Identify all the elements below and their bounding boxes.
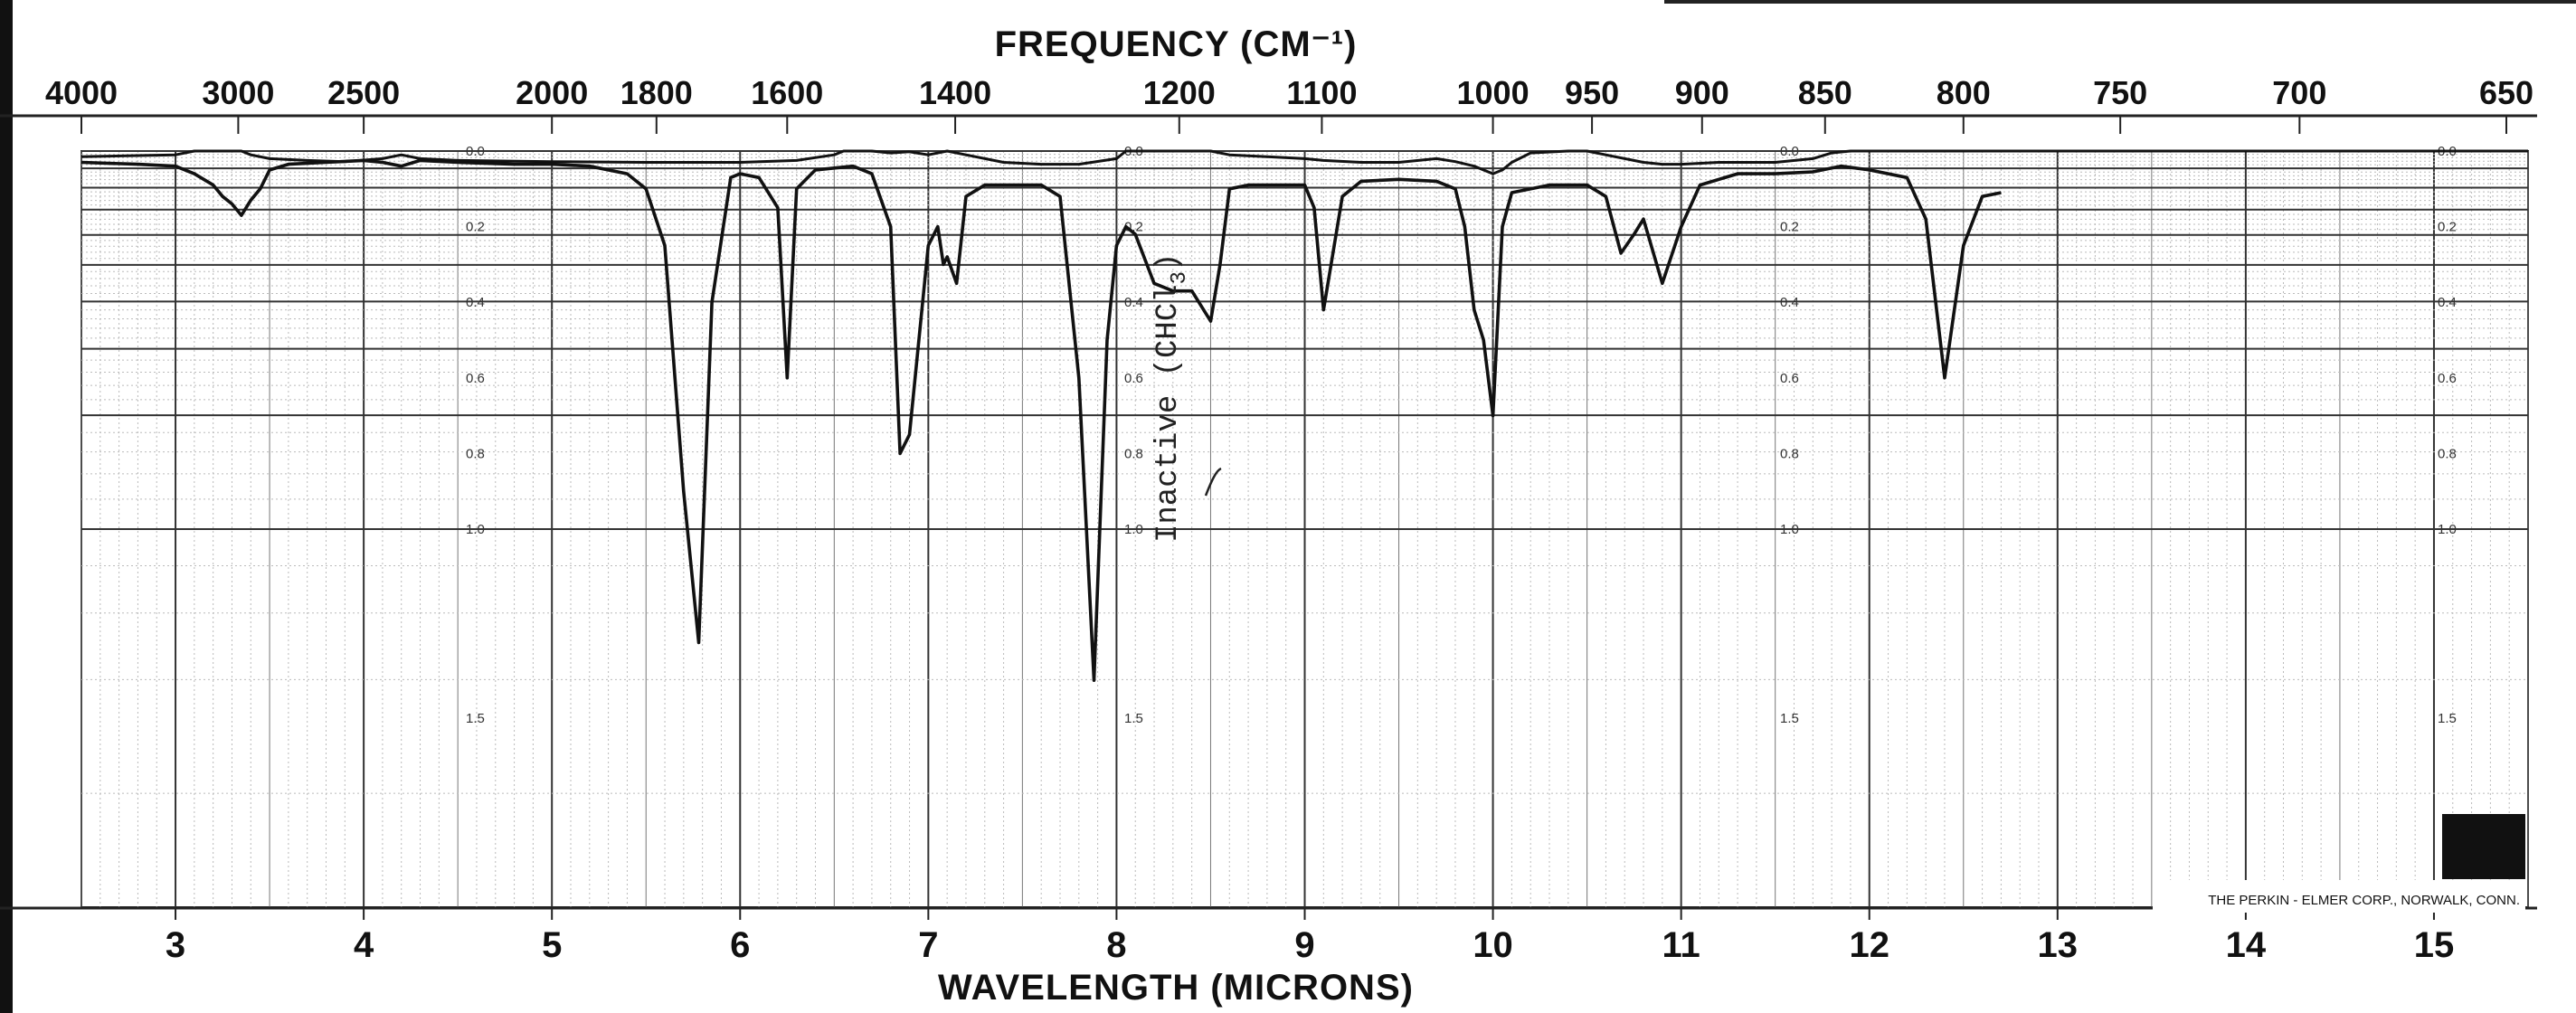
frequency-tick-label: 900 [1675, 74, 1729, 111]
stamp-mark [2442, 814, 2525, 879]
absorbance-label: 1.0 [2438, 522, 2457, 537]
frequency-tick-label: 1400 [919, 74, 991, 111]
frequency-tick-label: 3000 [202, 74, 274, 111]
frequency-tick-label: 750 [2093, 74, 2147, 111]
wavelength-tick-label: 13 [2038, 925, 2079, 965]
absorbance-label: 1.5 [1780, 711, 1799, 726]
frequency-tick-label: 2500 [327, 74, 400, 111]
wavelength-tick-label: 5 [542, 925, 562, 965]
frequency-tick-label: 1100 [1286, 74, 1357, 111]
absorbance-label: 0.8 [1124, 446, 1143, 461]
sample-trace [80, 158, 2002, 683]
annotation-close: ) [1151, 253, 1186, 271]
wavelength-tick-label: 9 [1294, 925, 1314, 965]
inactive-chcl3-annotation: Inactive (CHCl3) [1151, 253, 1192, 543]
wavelength-tick-label: 14 [2226, 925, 2267, 965]
annotation-subscript: 3 [1168, 271, 1192, 284]
absorbance-label: 0.8 [2438, 446, 2457, 461]
credit-box [2153, 880, 2525, 913]
frequency-tick-label: 4000 [45, 74, 118, 111]
wavelength-tick-label: 8 [1106, 925, 1126, 965]
spectrum-traces [80, 149, 2528, 683]
absorbance-label: 1.0 [1124, 522, 1143, 537]
frequency-tick-label: 1200 [1143, 74, 1216, 111]
frequency-tick-label: 700 [2272, 74, 2326, 111]
reference-trace [80, 149, 2528, 175]
absorbance-label: 1.5 [2438, 711, 2457, 726]
frequency-tick-label: 950 [1565, 74, 1619, 111]
wavelength-tick-label: 4 [354, 925, 374, 965]
frequency-axis-title: FREQUENCY (CM⁻¹) [995, 24, 1358, 64]
wavelength-tick-label: 10 [1473, 925, 1513, 965]
scan-top-edge [1664, 0, 2576, 4]
wavelength-tick-label: 12 [1849, 925, 1889, 965]
absorbance-label: 0.2 [466, 220, 485, 235]
wavelength-axis-title: WAVELENGTH (MICRONS) [938, 968, 1414, 1008]
absorbance-label: 1.0 [466, 522, 485, 537]
manufacturer-credit: THE PERKIN - ELMER CORP., NORWALK, CONN. [2208, 893, 2520, 908]
absorbance-label: 0.8 [1780, 446, 1799, 461]
absorbance-label: 0.4 [2438, 295, 2457, 310]
absorbance-label: 0.8 [466, 446, 485, 461]
absorbance-label: 0.6 [466, 371, 485, 386]
absorbance-label: 0.6 [1780, 371, 1799, 386]
frequency-tick-label: 800 [1937, 74, 1991, 111]
frequency-tick-label: 650 [2479, 74, 2533, 111]
annotation-pointer [1204, 467, 1222, 497]
absorbance-label: 0.4 [1780, 295, 1799, 310]
frequency-tick-label: 2000 [516, 74, 588, 111]
wavelength-tick-label: 15 [2414, 925, 2455, 965]
frequency-tick-label: 850 [1798, 74, 1852, 111]
frequency-tick-label: 1600 [751, 74, 823, 111]
svg-text:Inactive (CHCl3): Inactive (CHCl3) [1151, 253, 1192, 543]
wavelength-tick-label: 3 [166, 925, 185, 965]
absorbance-label: 0.0 [466, 144, 485, 159]
wavelength-tick-label: 11 [1662, 925, 1700, 965]
chart-grid [80, 150, 2529, 908]
absorbance-label: 1.0 [1780, 522, 1799, 537]
annotation-text: Inactive (CHCl [1151, 284, 1186, 543]
scan-edge-bar [0, 0, 13, 1013]
absorbance-label: 0.6 [1124, 371, 1143, 386]
absorbance-label: 1.5 [466, 711, 485, 726]
absorbance-label: 0.6 [2438, 371, 2457, 386]
absorbance-label: 0.4 [1124, 295, 1143, 310]
wavelength-tick-label: 6 [730, 925, 750, 965]
frequency-axis: 4000 3000 2500 2000 1800 1600 1400 1200 1100 1000… [0, 74, 2537, 134]
absorbance-label: 1.5 [1124, 711, 1143, 726]
absorbance-label: 0.0 [1780, 144, 1799, 159]
absorbance-label: 0.2 [2438, 220, 2457, 235]
frequency-tick-label: 1800 [620, 74, 693, 111]
frequency-tick-label: 1000 [1457, 74, 1530, 111]
absorbance-label: 0.4 [466, 295, 485, 310]
wavelength-tick-label: 7 [918, 925, 938, 965]
absorbance-label: 0.2 [1780, 220, 1799, 235]
absorbance-scale-labels: 0.0 0.0 0.0 0.00.2 0.2 0.2 0.20.4 0.4 0.4 0.40.6 0… [466, 144, 2457, 726]
wavelength-axis: 3 4 5 6 7 8 9 10 11 12 13 14 15 [0, 906, 2537, 965]
